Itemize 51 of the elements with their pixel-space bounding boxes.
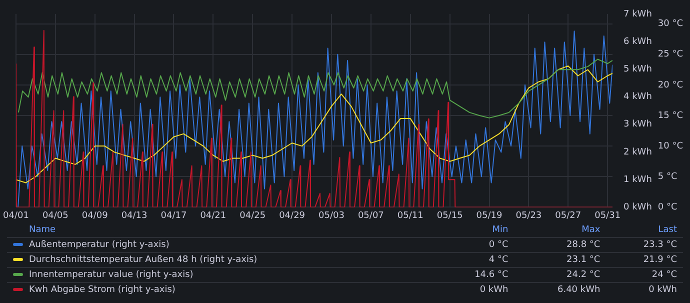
text: 23.1 °C	[514, 252, 606, 267]
legend-label: Außentemperatur (right y-axis)	[7, 237, 438, 252]
legend-label: Innentemperatur value (right y-axis)	[7, 267, 438, 282]
text: Min	[491, 224, 510, 237]
legend-label: Durchschnittstemperatur Außen 48 h (right y-axis)	[7, 252, 438, 267]
x-tick-label: 04/29	[279, 210, 306, 221]
x-tick-label: 04/09	[82, 210, 108, 221]
text: 0 kWh	[606, 282, 683, 296]
x-tick-label: 04/21	[200, 210, 226, 221]
text: 21.9 °C	[606, 252, 683, 267]
x-tick-label: 04/17	[160, 210, 187, 221]
text: Max	[580, 224, 602, 237]
y-tick-label: 25 °C	[658, 50, 684, 60]
text: 6.40 kWh	[514, 282, 606, 296]
text: 28.8 °C	[514, 237, 606, 252]
x-tick-label: 05/27	[555, 210, 582, 221]
text: Last	[657, 224, 678, 237]
x-tick-label: 05/07	[358, 210, 384, 221]
y2-tick-label: 0 kWh	[624, 202, 652, 213]
x-tick-label: 05/11	[397, 210, 424, 221]
y2-tick-label: 2 kWh	[624, 147, 652, 158]
x-tick-label: 04/01	[3, 210, 29, 221]
y2-tick-label: 1 kWh	[624, 174, 652, 185]
x-tick-label: 04/05	[42, 210, 68, 221]
y-tick-label: 20 °C	[658, 80, 684, 90]
y2-tick-label: 3 kWh	[624, 120, 652, 130]
y-tick-label: 15 °C	[658, 110, 684, 121]
text: 24 °C	[606, 267, 683, 282]
x-tick-label: 04/13	[121, 210, 148, 221]
text: 4 °C	[437, 252, 514, 267]
x-tick-label: 05/19	[476, 210, 502, 221]
x-tick-label: 04/25	[240, 210, 266, 221]
y-tick-label: 30 °C	[658, 19, 684, 30]
x-tick-label: 05/15	[436, 210, 463, 221]
legend-label: Kwh Abgabe Strom (right y-axis)	[7, 282, 438, 296]
x-tick-label: 05/31	[594, 210, 621, 221]
x-tick-label: 05/23	[516, 210, 542, 221]
y2-tick-label: 7 kWh	[624, 9, 652, 20]
text: 0 °C	[437, 237, 514, 252]
text: Name	[28, 224, 57, 237]
y-tick-label: 0 °C	[658, 202, 678, 213]
text: 24.2 °C	[514, 267, 606, 282]
text: 0 kWh	[437, 282, 514, 296]
text: 23.3 °C	[606, 237, 683, 252]
text: 14.6 °C	[437, 267, 514, 282]
y2-tick-label: 6 kWh	[624, 36, 652, 47]
y-tick-label: 5 °C	[658, 172, 678, 182]
y2-tick-label: 4 kWh	[624, 92, 652, 102]
y2-tick-label: 5 kWh	[624, 64, 652, 75]
y-tick-label: 10 °C	[658, 141, 684, 152]
x-tick-label: 05/03	[318, 210, 344, 221]
